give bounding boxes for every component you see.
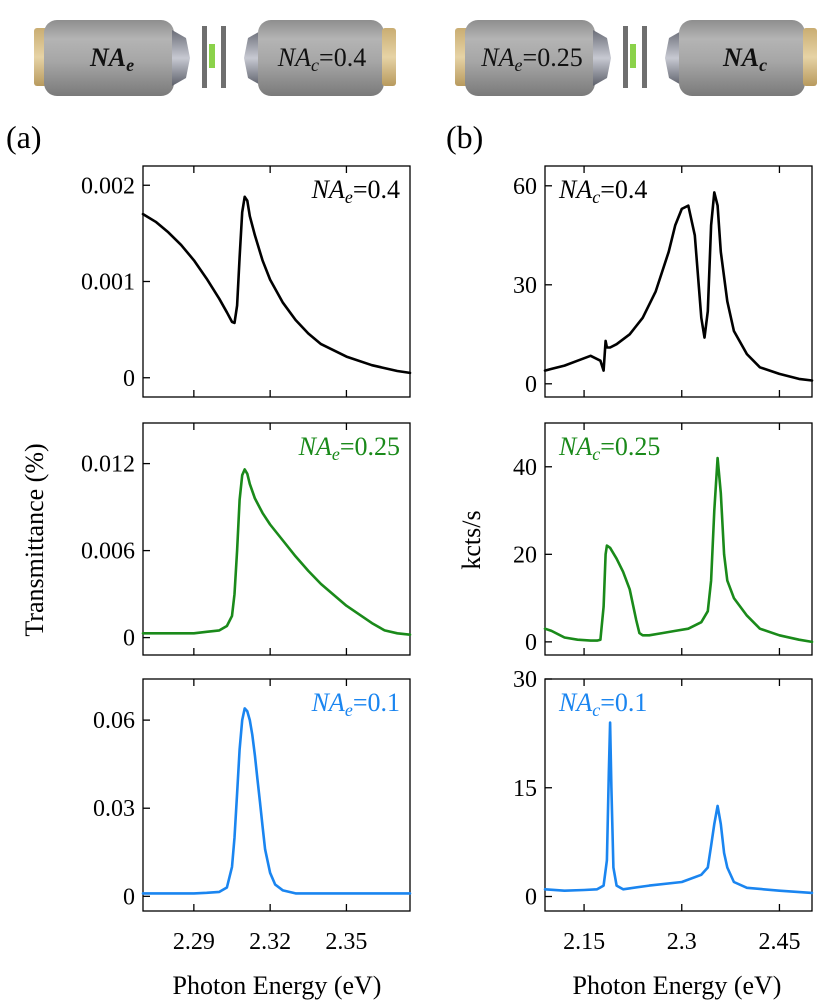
y-tick-label: 0 (123, 626, 135, 652)
y-tick-label: 30 (513, 667, 537, 693)
axes-frame (544, 422, 813, 656)
y-tick-label: 0 (525, 885, 537, 911)
na-annotation: NAe=0.1 (311, 688, 400, 720)
y-tick-label: 0.012 (81, 452, 135, 478)
slide-right (221, 26, 226, 88)
y-tick-label: 60 (513, 174, 537, 200)
objective-lens-right (679, 20, 805, 96)
axes-frame (142, 678, 411, 912)
na-annotation: NAc=0.1 (558, 688, 647, 720)
sample-chip (209, 44, 215, 68)
y-tick-label: 0 (123, 366, 135, 392)
axes-frame (544, 678, 813, 912)
lens-cap-right (382, 28, 396, 86)
y-tick-label: 0.001 (81, 270, 135, 296)
series-line (141, 707, 412, 895)
x-axis-title-left: Photon Energy (eV) (173, 971, 382, 1000)
y-tick-label: 0 (123, 884, 135, 910)
slide-left (202, 26, 207, 88)
series-line (543, 456, 814, 644)
lens-nose-right (665, 30, 683, 86)
panel-a-2: 0 0.006 0.012 NAe=0.25 (81, 422, 412, 656)
y-tick-label: 30 (513, 273, 537, 299)
series-line (543, 721, 814, 895)
na-annotation: NAe=0.25 (298, 432, 400, 464)
y-tick-label: 0.006 (81, 539, 135, 565)
y-axis-title-left: Transmittance (%) (20, 443, 49, 636)
x-tick-label: 2.15 (563, 929, 605, 955)
panel-a-label: (a) (6, 119, 42, 155)
series-line (141, 468, 412, 636)
sample-chip (630, 44, 636, 68)
series-line (543, 191, 814, 382)
lens-nose-right (244, 30, 262, 86)
axes-frame (544, 165, 813, 398)
y-tick-label: 0.002 (81, 173, 135, 199)
x-tick-label: 2.45 (758, 929, 800, 955)
lens-label-right: NAc=0.4 (277, 43, 366, 75)
panel-b-2: 0 20 40 NAc=0.25 (513, 422, 814, 656)
y-tick-label: 0 (525, 630, 537, 656)
slide-left (623, 26, 628, 88)
illustration-a: NAe NAc=0.4 (34, 20, 396, 96)
y-tick-label: 0.06 (93, 708, 135, 734)
objective-lens-right (258, 20, 384, 96)
na-annotation: NAc=0.4 (558, 175, 647, 207)
x-tick-label: 2.29 (173, 929, 215, 955)
y-tick-label: 40 (513, 455, 537, 481)
y-tick-label: 0.03 (93, 796, 135, 822)
series-line (141, 195, 412, 375)
axes-frame (142, 422, 411, 656)
x-tick-label: 2.3 (667, 929, 697, 955)
panel-a-1: 0 0.001 0.002 NAe=0.4 (81, 165, 412, 398)
x-tick-label: 2.32 (249, 929, 291, 955)
panel-a-3: 0 0.03 0.06 2.29 2.32 2.35 NAe=0.1 (93, 678, 412, 955)
illustration-b: NAe=0.25 NAc (455, 20, 817, 96)
plot-area: 0 0.001 0.002 NAe=0.4 0 0.006 0.012 NAe=0.25 0 0.… (81, 165, 814, 955)
lens-nose-left (172, 30, 190, 86)
slide-right (642, 26, 647, 88)
na-annotation: NAc=0.25 (558, 432, 660, 464)
panel-b-3: 0 15 30 2.15 2.3 2.45 NAc=0.1 (513, 667, 814, 955)
x-tick-label: 2.35 (325, 929, 367, 955)
lens-label-right: NAc (722, 43, 767, 75)
lens-nose-left (593, 30, 611, 86)
y-tick-label: 0 (525, 372, 537, 398)
lens-label-left: NAe (89, 43, 134, 75)
y-tick-label: 15 (513, 776, 537, 802)
panel-b-1: 0 30 60 NAc=0.4 (513, 165, 814, 398)
panel-b-label: (b) (446, 119, 483, 155)
lens-cap-right (803, 28, 817, 86)
y-axis-title-right: kcts/s (457, 510, 486, 569)
objective-lens-left (44, 20, 174, 96)
lens-label-left: NAe=0.25 (480, 43, 582, 75)
objective-lens-left (465, 20, 595, 96)
x-axis-title-right: Photon Energy (eV) (573, 971, 782, 1000)
y-tick-label: 20 (513, 542, 537, 568)
na-annotation: NAe=0.4 (311, 175, 400, 207)
